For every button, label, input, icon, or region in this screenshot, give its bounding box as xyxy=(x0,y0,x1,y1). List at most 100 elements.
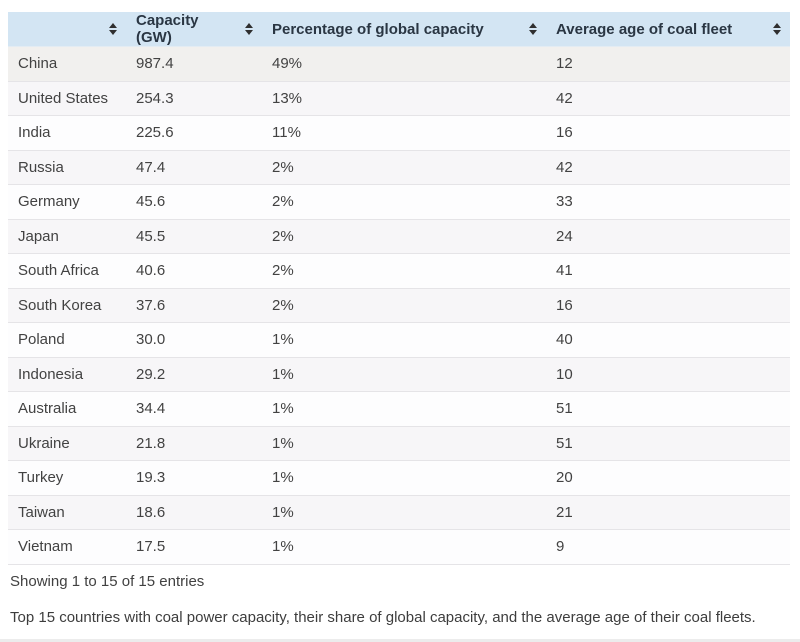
cell-percentage: 2% xyxy=(262,219,546,254)
column-header-age[interactable]: Average age of coal fleet xyxy=(546,12,790,47)
cell-country: Australia xyxy=(8,391,126,427)
cell-capacity: 29.2 xyxy=(126,357,262,392)
table-row: South Africa 40.6 2% 41 xyxy=(8,253,790,289)
table-row: Russia 47.4 2% 42 xyxy=(8,150,790,185)
sort-icon[interactable] xyxy=(773,23,781,35)
cell-age: 33 xyxy=(546,184,790,220)
cell-capacity: 225.6 xyxy=(126,115,262,151)
sort-icon[interactable] xyxy=(109,23,117,35)
cell-age: 12 xyxy=(546,46,790,82)
cell-capacity: 45.5 xyxy=(126,219,262,254)
table-body: China 987.4 49% 12 United States 254.3 13% 42 In… xyxy=(8,46,790,565)
cell-capacity: 37.6 xyxy=(126,288,262,323)
cell-country: United States xyxy=(8,81,126,116)
sort-up-triangle-icon xyxy=(245,23,253,28)
table-row: Ukraine 21.8 1% 51 xyxy=(8,426,790,461)
column-header-capacity-label: Capacity (GW) xyxy=(136,12,199,46)
table-row: Indonesia 29.2 1% 10 xyxy=(8,357,790,392)
sort-down-triangle-icon xyxy=(245,30,253,35)
cell-age: 40 xyxy=(546,322,790,358)
cell-age: 10 xyxy=(546,357,790,392)
table-row: South Korea 37.6 2% 16 xyxy=(8,288,790,323)
cell-country: Poland xyxy=(8,322,126,358)
sort-down-triangle-icon xyxy=(109,30,117,35)
cell-country: India xyxy=(8,115,126,151)
cell-age: 24 xyxy=(546,219,790,254)
cell-country: Ukraine xyxy=(8,426,126,461)
cell-capacity: 21.8 xyxy=(126,426,262,461)
sort-icon[interactable] xyxy=(245,23,253,35)
cell-age: 42 xyxy=(546,150,790,185)
cell-percentage: 1% xyxy=(262,426,546,461)
sort-icon[interactable] xyxy=(529,23,537,35)
cell-capacity: 17.5 xyxy=(126,529,262,565)
cell-age: 16 xyxy=(546,288,790,323)
table-row: Japan 45.5 2% 24 xyxy=(8,219,790,254)
showing-entries-text: Showing 1 to 15 of 15 entries xyxy=(10,572,205,590)
cell-percentage: 2% xyxy=(262,150,546,185)
cell-percentage: 2% xyxy=(262,184,546,220)
table-row: Germany 45.6 2% 33 xyxy=(8,184,790,220)
cell-country: Germany xyxy=(8,184,126,220)
cell-country: Taiwan xyxy=(8,495,126,530)
cell-percentage: 1% xyxy=(262,391,546,427)
cell-country: Vietnam xyxy=(8,529,126,565)
cell-age: 51 xyxy=(546,391,790,427)
cell-percentage: 1% xyxy=(262,495,546,530)
coal-capacity-table-page: Capacity (GW) Percentage of global capac… xyxy=(8,12,790,626)
cell-country: South Africa xyxy=(8,253,126,289)
column-header-capacity[interactable]: Capacity (GW) xyxy=(126,12,262,47)
cell-percentage: 11% xyxy=(262,115,546,151)
screenshot-bottom-edge xyxy=(0,639,800,642)
cell-percentage: 2% xyxy=(262,288,546,323)
table-row: Poland 30.0 1% 40 xyxy=(8,322,790,358)
cell-percentage: 1% xyxy=(262,460,546,496)
cell-percentage: 1% xyxy=(262,322,546,358)
cell-age: 21 xyxy=(546,495,790,530)
cell-capacity: 40.6 xyxy=(126,253,262,289)
cell-capacity: 34.4 xyxy=(126,391,262,427)
column-header-percentage[interactable]: Percentage of global capacity xyxy=(262,12,546,47)
cell-country: China xyxy=(8,46,126,82)
cell-percentage: 49% xyxy=(262,46,546,82)
cell-country: Russia xyxy=(8,150,126,185)
table-row: India 225.6 11% 16 xyxy=(8,115,790,151)
cell-age: 51 xyxy=(546,426,790,461)
table-row: Taiwan 18.6 1% 21 xyxy=(8,495,790,530)
cell-capacity: 30.0 xyxy=(126,322,262,358)
column-header-percentage-label: Percentage of global capacity xyxy=(272,20,484,38)
cell-capacity: 19.3 xyxy=(126,460,262,496)
cell-percentage: 2% xyxy=(262,253,546,289)
cell-age: 42 xyxy=(546,81,790,116)
cell-percentage: 1% xyxy=(262,529,546,565)
coal-capacity-table: Capacity (GW) Percentage of global capac… xyxy=(8,12,790,565)
table-row: China 987.4 49% 12 xyxy=(8,46,790,82)
table-header-row: Capacity (GW) Percentage of global capac… xyxy=(8,12,790,47)
cell-country: Indonesia xyxy=(8,357,126,392)
cell-capacity: 254.3 xyxy=(126,81,262,116)
cell-country: South Korea xyxy=(8,288,126,323)
cell-age: 41 xyxy=(546,253,790,289)
table-row: Vietnam 17.5 1% 9 xyxy=(8,529,790,565)
cell-age: 9 xyxy=(546,529,790,565)
table-row: Turkey 19.3 1% 20 xyxy=(8,460,790,496)
cell-age: 16 xyxy=(546,115,790,151)
column-header-age-label: Average age of coal fleet xyxy=(556,20,733,38)
cell-percentage: 1% xyxy=(262,357,546,392)
cell-capacity: 45.6 xyxy=(126,184,262,220)
sort-down-triangle-icon xyxy=(529,30,537,35)
table-caption: Top 15 countries with coal power capacit… xyxy=(10,608,756,626)
column-header-country[interactable] xyxy=(8,12,126,47)
sort-down-triangle-icon xyxy=(773,30,781,35)
cell-country: Turkey xyxy=(8,460,126,496)
cell-percentage: 13% xyxy=(262,81,546,116)
sort-up-triangle-icon xyxy=(529,23,537,28)
table-row: United States 254.3 13% 42 xyxy=(8,81,790,116)
sort-up-triangle-icon xyxy=(773,23,781,28)
cell-capacity: 987.4 xyxy=(126,46,262,82)
cell-capacity: 47.4 xyxy=(126,150,262,185)
cell-capacity: 18.6 xyxy=(126,495,262,530)
table-row: Australia 34.4 1% 51 xyxy=(8,391,790,427)
sort-up-triangle-icon xyxy=(109,23,117,28)
cell-age: 20 xyxy=(546,460,790,496)
